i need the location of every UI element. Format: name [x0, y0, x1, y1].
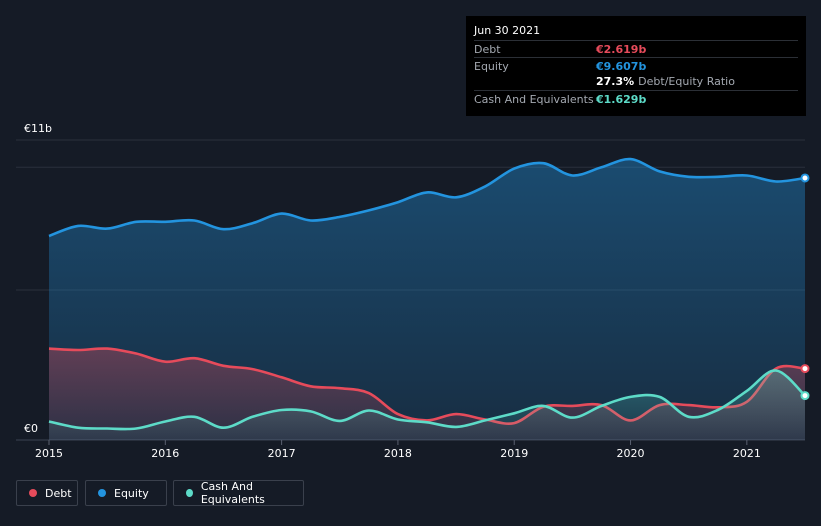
- legend-item-cash[interactable]: Cash And Equivalents: [173, 480, 304, 506]
- debt-endpoint-marker: [800, 364, 810, 374]
- equity-dot-icon: [98, 489, 106, 497]
- tooltip-equity-value: €9.607b: [596, 60, 647, 73]
- legend-item-debt[interactable]: Debt: [16, 480, 78, 506]
- x-tick-label: 2015: [35, 447, 63, 460]
- debt-dot-icon: [29, 489, 37, 497]
- legend-debt-label: Debt: [45, 486, 72, 500]
- legend-item-equity[interactable]: Equity: [85, 480, 167, 506]
- cash-dot-icon: [186, 489, 193, 497]
- tooltip-ratio-label: Debt/Equity Ratio: [638, 75, 735, 88]
- equity-endpoint-marker: [800, 173, 810, 183]
- x-tick-label: 2020: [617, 447, 645, 460]
- x-tick-label: 2018: [384, 447, 412, 460]
- data-tooltip: Jun 30 2021 Debt €2.619b Equity €9.607b …: [466, 16, 806, 116]
- axis-layer: €11b €0 2015 2016 2017 2018 2019 2020 2021: [24, 122, 761, 460]
- tooltip-equity-label: Equity: [474, 60, 509, 73]
- legend-cash-label: Cash And Equivalents: [200, 480, 265, 506]
- y-tick-label-max: €11b: [24, 122, 52, 135]
- x-tick-label: 2019: [500, 447, 528, 460]
- cash-area: [49, 370, 805, 440]
- legend-equity-label: Equity: [114, 486, 149, 500]
- x-tick-label: 2017: [268, 447, 296, 460]
- tooltip-cash-value: €1.629b: [596, 93, 647, 106]
- x-tick-label: 2016: [151, 447, 179, 460]
- tooltip-equity-row: Equity €9.607b: [474, 57, 798, 74]
- tooltip-debt-value: €2.619b: [596, 43, 647, 56]
- y-tick-label-min: €0: [24, 422, 38, 435]
- x-tick-label: 2021: [733, 447, 761, 460]
- tooltip-ratio-row: 27.3% Debt/Equity Ratio: [474, 73, 798, 89]
- tooltip-cash-row: Cash And Equivalents €1.629b: [474, 90, 798, 107]
- tooltip-ratio: 27.3% Debt/Equity Ratio: [596, 75, 735, 88]
- tooltip-debt-label: Debt: [474, 43, 501, 56]
- debt-line: [48, 347, 806, 425]
- tooltip-cash-label: Cash And Equivalents: [474, 93, 594, 106]
- equity-line: [48, 157, 806, 238]
- cash-endpoint-marker: [800, 391, 810, 401]
- tooltip-ratio-value: 27.3%: [596, 75, 635, 88]
- tooltip-date: Jun 30 2021: [474, 24, 541, 37]
- tooltip-debt-row: Debt €2.619b: [474, 40, 798, 57]
- cash-line: [48, 369, 806, 431]
- series-layer: [48, 157, 810, 440]
